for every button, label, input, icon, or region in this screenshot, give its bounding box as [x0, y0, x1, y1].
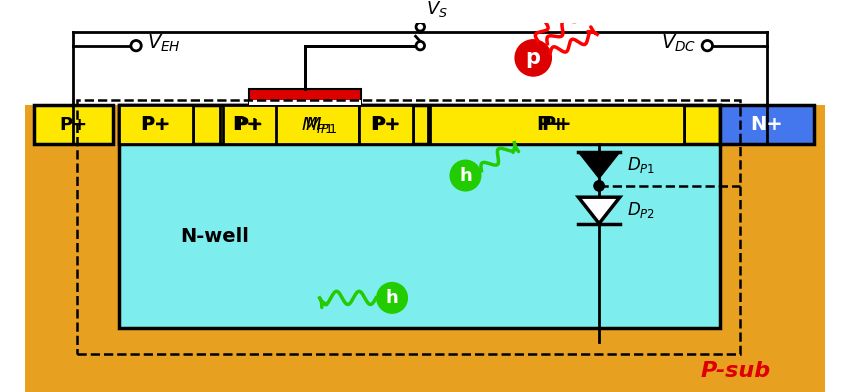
Text: P+: P+ [140, 115, 171, 134]
Text: $V_{EH}$: $V_{EH}$ [147, 33, 181, 54]
Text: $V_{DC}$: $V_{DC}$ [660, 33, 696, 54]
Bar [119, 105, 193, 145]
Bar [359, 105, 413, 145]
Circle shape [376, 282, 408, 314]
Polygon shape [578, 197, 620, 223]
Bar [430, 105, 683, 145]
Text: h: h [459, 167, 472, 185]
Bar [220, 105, 275, 145]
Text: h: h [386, 289, 399, 307]
Bar [720, 105, 813, 145]
Circle shape [514, 39, 552, 77]
Text: P+: P+ [372, 116, 400, 134]
Text: P-sub: P-sub [700, 361, 771, 381]
Text: $M_{P1}$: $M_{P1}$ [301, 115, 332, 135]
Bar [275, 105, 411, 145]
Text: P+: P+ [142, 116, 170, 134]
Bar [428, 105, 683, 145]
Text: P+: P+ [536, 115, 567, 134]
Text: $V_S$: $V_S$ [426, 0, 448, 19]
Text: $D_{P1}$: $D_{P1}$ [627, 155, 655, 175]
Bar [35, 105, 112, 145]
Bar [25, 23, 825, 105]
Bar [25, 105, 825, 392]
Circle shape [131, 40, 141, 51]
Bar [119, 105, 193, 145]
Text: $D_{P2}$: $D_{P2}$ [627, 200, 655, 220]
Text: P+: P+ [370, 115, 401, 134]
Bar [359, 105, 413, 145]
Text: P+: P+ [235, 116, 263, 134]
Bar [249, 100, 361, 105]
Polygon shape [578, 152, 620, 178]
Circle shape [450, 160, 481, 192]
Circle shape [416, 23, 424, 31]
Bar [249, 89, 361, 105]
Bar [119, 105, 720, 145]
Circle shape [416, 42, 424, 50]
Circle shape [594, 181, 604, 191]
Text: p: p [526, 48, 541, 68]
Text: $M_{P1}$: $M_{P1}$ [305, 115, 337, 135]
Text: P+: P+ [232, 115, 263, 134]
Bar [76, 100, 740, 354]
Text: N+: N+ [751, 115, 783, 134]
Circle shape [702, 40, 712, 51]
Bar [223, 105, 276, 145]
Bar [119, 105, 720, 328]
Text: N-well: N-well [180, 227, 249, 246]
Text: P+: P+ [541, 115, 572, 134]
Text: P+: P+ [59, 116, 87, 134]
